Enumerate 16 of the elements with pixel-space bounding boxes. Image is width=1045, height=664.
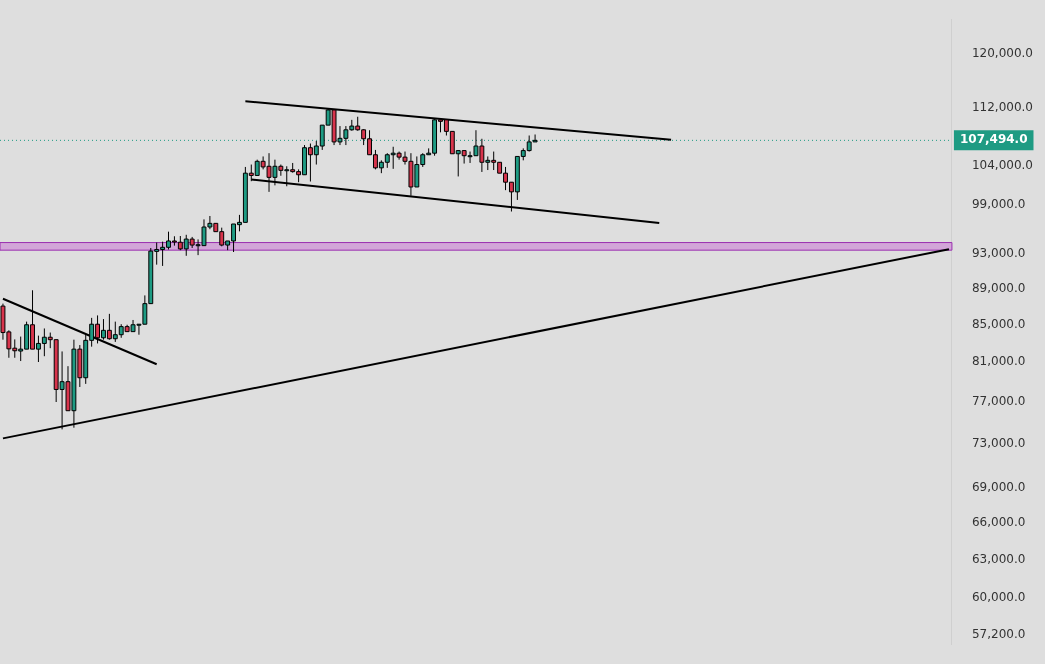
y-tick-label: 57,200.0 <box>971 627 1026 642</box>
y-tick-label: 120,000.0 <box>971 46 1034 61</box>
ref-line-label: 107,494.0 <box>959 132 1028 147</box>
y-tick-label: 89,000.0 <box>971 280 1026 295</box>
y-tick-label: 93,000.0 <box>971 246 1026 261</box>
y-tick-label: 77,000.0 <box>971 394 1026 409</box>
y-tick-label: 73,000.0 <box>971 435 1026 450</box>
y-tick-label: 81,000.0 <box>971 354 1026 369</box>
y-tick-label: 104,000.0 <box>971 158 1034 173</box>
y-tick-label: 99,000.0 <box>971 197 1026 212</box>
y-tick-label: 69,000.0 <box>971 480 1026 495</box>
y-tick-label: 66,000.0 <box>971 515 1026 530</box>
y-tick-label: 112,000.0 <box>971 100 1034 115</box>
y-tick-label: 85,000.0 <box>971 316 1026 331</box>
y-tick-label: 63,000.0 <box>971 551 1026 566</box>
y-tick-label: 60,000.0 <box>971 589 1026 604</box>
